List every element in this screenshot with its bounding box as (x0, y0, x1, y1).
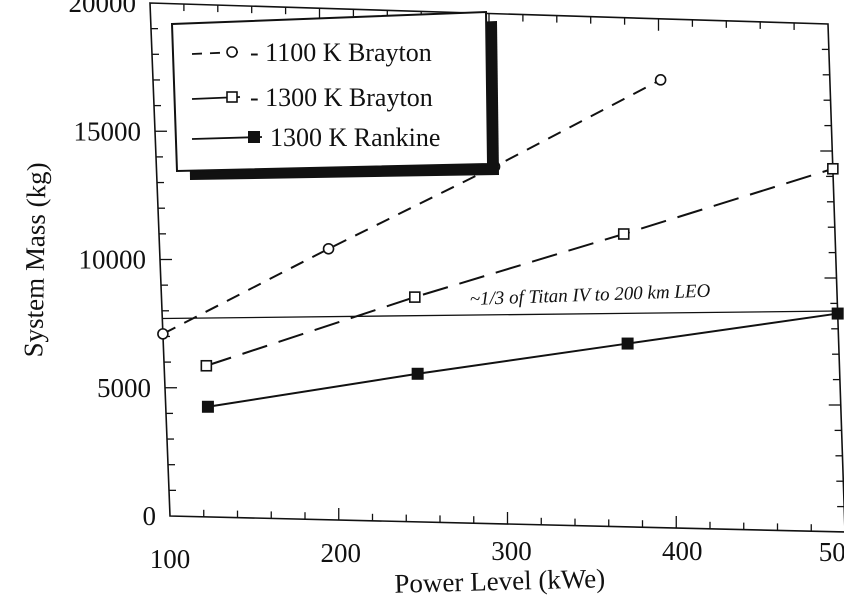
x-tick-label: 200 (321, 538, 362, 568)
data-point (621, 337, 634, 350)
legend-label: 1300 K Rankine (270, 123, 440, 152)
legend-marker (226, 91, 238, 103)
data-point (201, 400, 214, 413)
y-tick-label: 15000 (74, 116, 142, 146)
plot-frame (149, 2, 844, 533)
series-3 (201, 307, 844, 413)
reference-line-label: ~1/3 of Titan IV to 200 km LEO (469, 281, 710, 310)
x-tick-label: 100 (150, 544, 191, 574)
legend-entry: - 1100 K Brayton (191, 38, 432, 67)
legend-entry: 1300 K Rankine (191, 123, 440, 152)
data-point (322, 242, 335, 255)
data-point (411, 367, 424, 380)
series-line (207, 312, 838, 408)
y-tick-label: 0 (143, 501, 157, 531)
x-tick-label: 500 (819, 537, 844, 567)
series-line (206, 167, 834, 367)
y-tick-label: 5000 (97, 373, 151, 403)
legend: - 1100 K Brayton - 1300 K Brayton 1300 K R… (170, 10, 499, 180)
reference-line-group: ~1/3 of Titan IV to 200 km LEO (162, 281, 838, 320)
data-point (200, 359, 213, 372)
axis-ticks (151, 4, 844, 532)
plot-border (149, 2, 844, 533)
series-line (162, 78, 662, 335)
y-axis-title: System Mass (kg) (18, 162, 51, 357)
legend-entry: - 1300 K Brayton (191, 83, 433, 112)
legend-label: - 1100 K Brayton (250, 38, 432, 67)
x-tick-label: 300 (491, 536, 532, 566)
legend-marker (226, 46, 238, 58)
data-point (409, 291, 421, 303)
data-point (617, 228, 630, 240)
legend-label: - 1300 K Brayton (250, 83, 433, 112)
data-point (157, 328, 169, 340)
y-tick-label: 10000 (79, 245, 147, 275)
axis-labels: 10020030040050005000100001500020000Power… (18, 0, 844, 599)
data-point (831, 307, 844, 320)
data-point (827, 162, 839, 175)
reference-line (162, 310, 838, 320)
legend-marker (248, 131, 260, 143)
data-point (654, 74, 667, 86)
x-axis-title: Power Level (kWe) (394, 563, 605, 599)
y-tick-label: 20000 (69, 0, 137, 18)
series-2 (200, 162, 839, 372)
x-tick-label: 400 (662, 536, 703, 566)
